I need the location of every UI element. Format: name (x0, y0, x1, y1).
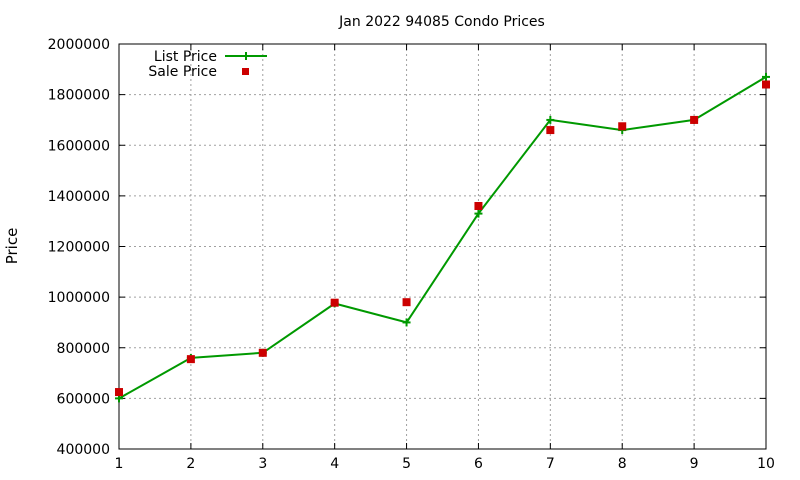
x-tick-label: 8 (618, 456, 627, 472)
data-point-sale-price (618, 122, 627, 131)
legend-plus-marker (242, 52, 250, 60)
chart-title: Jan 2022 94085 Condo Prices (338, 14, 545, 30)
data-point-sale-price (330, 298, 339, 307)
x-tick-label: 1 (115, 456, 124, 472)
legend-label-sale-price: Sale Price (148, 64, 217, 80)
y-tick-label: 2000000 (48, 37, 110, 53)
x-tick-label: 3 (258, 456, 267, 472)
data-point-sale-price (474, 202, 483, 210)
y-tick-label: 1200000 (48, 240, 110, 256)
y-tick-label: 800000 (57, 341, 110, 357)
y-tick-label: 1800000 (48, 88, 110, 104)
data-point-list-price (762, 72, 770, 81)
x-tick-label: 4 (330, 456, 339, 472)
x-tick-label: 7 (546, 456, 555, 472)
data-point-sale-price (402, 298, 411, 307)
legend-label-list-price: List Price (154, 49, 217, 65)
x-tick-label: 2 (186, 456, 195, 472)
x-tick-label: 10 (757, 456, 775, 472)
data-point-list-price (474, 209, 483, 218)
y-tick-label: 1600000 (48, 138, 110, 154)
legend: List Price Sale Price (148, 49, 267, 80)
y-axis-label: Price (3, 228, 21, 265)
y-tick-labels: 400000 600000 800000 1000000 1200000 1400000 1… (48, 37, 110, 458)
data-point-list-price (402, 318, 411, 327)
y-tick-label: 600000 (57, 391, 110, 407)
data-point-sale-price (762, 80, 770, 89)
series-layer (115, 72, 770, 403)
x-tick-labels: 1 2 3 4 5 6 7 8 9 10 (115, 456, 775, 472)
y-tick-label: 1400000 (48, 189, 110, 205)
axis-ticks (118, 43, 767, 450)
x-tick-label: 5 (402, 456, 411, 472)
data-point-sale-price (690, 115, 699, 124)
y-tick-label: 1000000 (48, 290, 110, 306)
data-point-sale-price (115, 388, 123, 397)
series-line-list-price (118, 76, 767, 400)
legend-marker-sale-price (242, 68, 249, 75)
data-point-list-price (546, 115, 555, 124)
data-point-sale-price (258, 348, 267, 357)
data-point-sale-price (546, 126, 555, 135)
gridlines (119, 44, 766, 449)
x-tick-label: 6 (474, 456, 483, 472)
legend-marker-list-price (242, 52, 250, 60)
x-tick-label: 9 (690, 456, 699, 472)
plot-frame (118, 43, 767, 450)
y-tick-label: 400000 (57, 442, 110, 458)
data-point-sale-price (186, 355, 195, 364)
